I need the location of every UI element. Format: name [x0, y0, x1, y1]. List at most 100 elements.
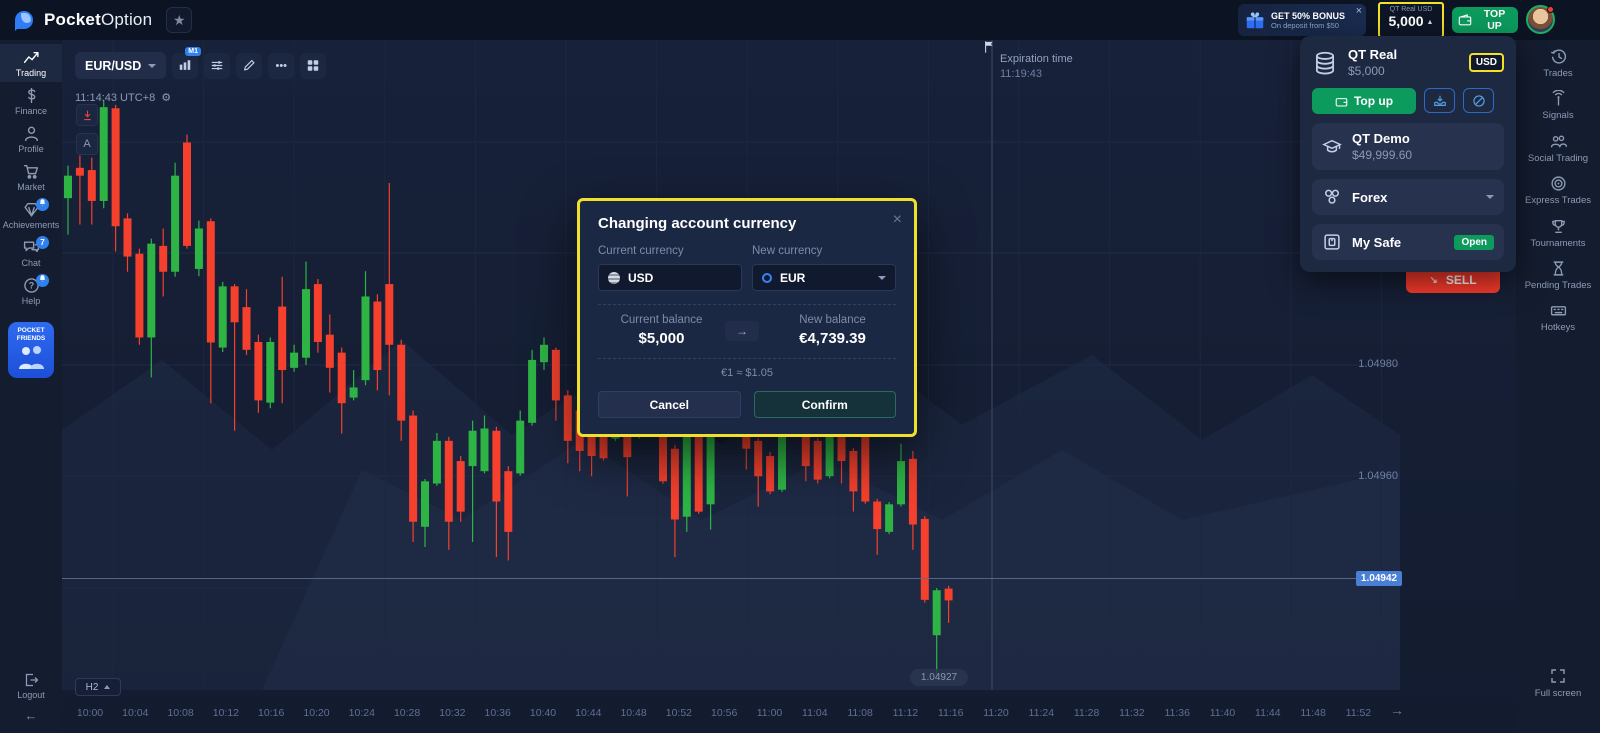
currency-change-modal: Changing account currency × Current curr… [577, 198, 917, 437]
tournaments-icon [1550, 218, 1567, 235]
candle-body [897, 461, 905, 505]
price-pointer-tool[interactable] [76, 104, 98, 126]
account-menu-panel: QT Real $5,000 USD Top up QT Demo $49,99… [1300, 36, 1516, 272]
sidebar-item-chat[interactable]: 7 Chat [0, 234, 62, 272]
right-nav-item-social[interactable]: Social Trading [1518, 133, 1598, 164]
demo-account-row[interactable]: QT Demo $49,999.60 [1312, 123, 1504, 170]
currency-badge[interactable]: USD [1468, 53, 1504, 72]
pocket-friends-card[interactable]: POCKET FRIENDS [8, 322, 54, 378]
logout-button[interactable]: Logout [17, 672, 45, 700]
avatar[interactable] [1526, 5, 1555, 34]
text-annotation-tool[interactable]: A [76, 133, 98, 155]
my-safe-row[interactable]: My Safe Open [1312, 224, 1504, 260]
mountain-background [62, 335, 1400, 690]
sidebar-item-finance[interactable]: Finance [0, 82, 62, 120]
chevron-down-icon [878, 275, 886, 280]
candle-body [706, 425, 715, 505]
sidebar-item-trading[interactable]: Trading [0, 44, 62, 82]
cancel-bonus-button[interactable] [1463, 88, 1494, 113]
favorites-button[interactable]: ★ [166, 7, 193, 33]
signals-icon [1550, 90, 1567, 107]
confirm-button[interactable]: Confirm [753, 391, 896, 418]
chevron-up-icon: ▲ [1426, 19, 1434, 26]
arrow-right-icon: → [725, 320, 759, 341]
candle-body [754, 440, 763, 477]
candle-body [659, 424, 667, 482]
hotkeys-icon [1550, 302, 1567, 319]
current-currency-label: Current currency [598, 245, 684, 257]
time-tick: 11:44 [1255, 707, 1281, 719]
price-axis-label: 1.04980 [1358, 358, 1398, 370]
layout-grid-button[interactable] [300, 52, 327, 79]
drawing-tools-button[interactable] [236, 52, 263, 79]
gear-icon[interactable]: ⚙ [161, 92, 172, 104]
open-safe-badge[interactable]: Open [1454, 234, 1494, 250]
sidebar-item-profile[interactable]: Profile [0, 120, 62, 158]
candle-body [135, 253, 144, 338]
new-currency-select[interactable]: EUR [752, 264, 896, 291]
pair-selector[interactable]: EUR/USD [75, 52, 167, 79]
cancel-button[interactable]: Cancel [598, 391, 741, 418]
candle-body [194, 228, 203, 269]
time-tick: 11:52 [1345, 707, 1372, 719]
bonus-banner[interactable]: GET 50% BONUS On deposit from $50 × [1238, 4, 1366, 36]
pending-icon [1550, 260, 1567, 277]
balance-account-label: QT Real [1389, 6, 1416, 13]
panel-top-up-label: Top up [1353, 94, 1394, 108]
pocket-option-logo-icon [12, 8, 36, 32]
time-tick: 11:12 [892, 707, 919, 719]
more-options-button[interactable]: ••• [268, 52, 295, 79]
time-tick: 11:48 [1300, 707, 1326, 719]
right-nav-item-trades[interactable]: Trades [1518, 48, 1598, 79]
candle-body [932, 590, 941, 636]
time-tick: 11:24 [1028, 707, 1055, 719]
candle-body [99, 107, 108, 201]
express-icon [1550, 175, 1567, 192]
balance-amount: 5,000 [1388, 13, 1424, 29]
collapse-sidebar-button[interactable]: ← [24, 708, 38, 723]
modal-title: Changing account currency [598, 215, 797, 232]
forex-row[interactable]: Forex [1312, 179, 1504, 215]
banner-subtitle: On deposit from $50 [1271, 20, 1339, 30]
candlestick-chart[interactable] [62, 40, 1400, 690]
time-tick: 10:48 [620, 707, 647, 719]
interval-selector[interactable]: H2 [75, 678, 121, 696]
sidebar-item-help[interactable]: ? Help [0, 272, 62, 310]
right-nav-item-hotkeys[interactable]: Hotkeys [1518, 302, 1598, 333]
candle-body [325, 334, 334, 368]
sidebar-item-market[interactable]: Market [0, 158, 62, 196]
time-tick: 11:40 [1209, 707, 1236, 719]
time-tick: 10:00 [76, 707, 104, 719]
logout-label: Logout [17, 690, 45, 700]
right-nav-item-express[interactable]: Express Trades [1518, 175, 1598, 206]
time-tick: 11:20 [983, 707, 1009, 719]
candle-body [313, 284, 322, 342]
right-nav-item-pending[interactable]: Pending Trades [1518, 260, 1598, 291]
top-up-button[interactable]: TOP UP [1452, 7, 1518, 33]
demo-account-name: QT Demo [1352, 131, 1410, 146]
right-nav-item-tournaments[interactable]: Tournaments [1518, 218, 1598, 249]
profile-icon [23, 125, 40, 142]
candle-body [302, 289, 310, 358]
current-currency-field[interactable]: USD [598, 264, 742, 291]
right-nav-label: Social Trading [1527, 152, 1589, 164]
withdrawal-button[interactable] [1424, 88, 1455, 113]
expiration-time: 11:19:43 [1000, 68, 1043, 80]
candle-body [183, 142, 191, 246]
real-account-row[interactable]: QT Real $5,000 USD [1312, 47, 1504, 78]
scroll-to-latest-button[interactable]: → [1390, 702, 1404, 718]
chart-type-button[interactable]: M1 [172, 46, 201, 79]
candle-body [147, 243, 156, 338]
banner-close-icon[interactable]: × [1355, 5, 1362, 17]
candle-body [206, 221, 215, 343]
fullscreen-button[interactable]: Full screen [1535, 668, 1581, 699]
close-icon[interactable]: × [892, 211, 902, 228]
balance-widget[interactable]: QT Real USD 5,000 ▲ [1378, 2, 1444, 38]
right-nav-item-signals[interactable]: Signals [1518, 90, 1598, 121]
candle-body [540, 344, 548, 363]
indicators-button[interactable] [204, 52, 231, 79]
sidebar-item-achievements[interactable]: Achievements [0, 196, 62, 234]
logo[interactable]: PocketOption [12, 8, 152, 32]
panel-top-up-button[interactable]: Top up [1312, 88, 1416, 114]
sidebar-item-label: Market [17, 182, 45, 192]
